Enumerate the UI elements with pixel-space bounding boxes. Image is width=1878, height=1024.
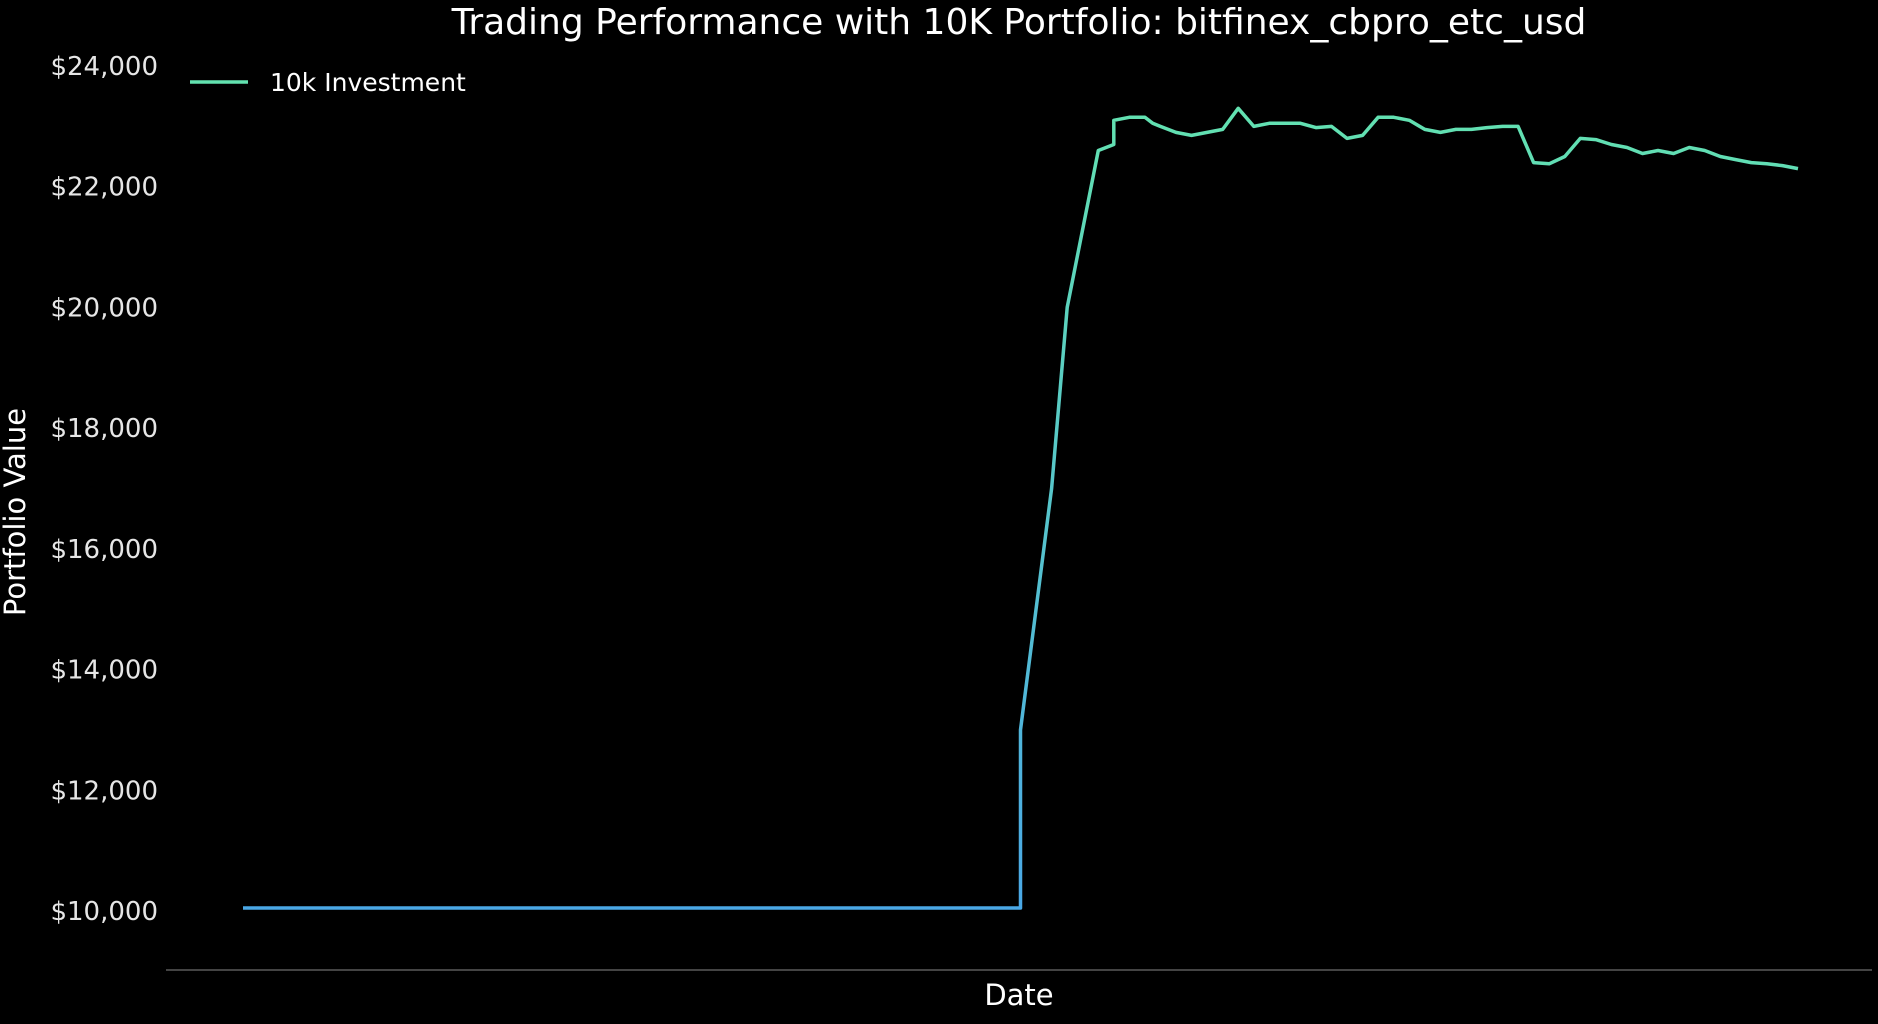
y-tick-label: $22,000 — [50, 173, 158, 203]
y-tick-labels: $10,000 $12,000 $14,000 $16,000 $18,000 $20,0… — [50, 52, 158, 927]
y-tick-label: $24,000 — [50, 52, 158, 82]
x-axis-label: Date — [984, 978, 1053, 1012]
y-tick-label: $12,000 — [50, 776, 158, 806]
y-tick-label: $16,000 — [50, 535, 158, 565]
series-line-10k-investment — [243, 106, 1799, 910]
legend: 10k Investment — [190, 68, 466, 97]
y-tick-label: $20,000 — [50, 293, 158, 323]
legend-label: 10k Investment — [270, 68, 466, 97]
chart-title: Trading Performance with 10K Portfolio: … — [451, 2, 1587, 43]
y-tick-label: $18,000 — [50, 414, 158, 444]
y-tick-label: $10,000 — [50, 897, 158, 927]
y-tick-label: $14,000 — [50, 656, 158, 686]
y-axis-label: Portfolio Value — [0, 408, 32, 616]
